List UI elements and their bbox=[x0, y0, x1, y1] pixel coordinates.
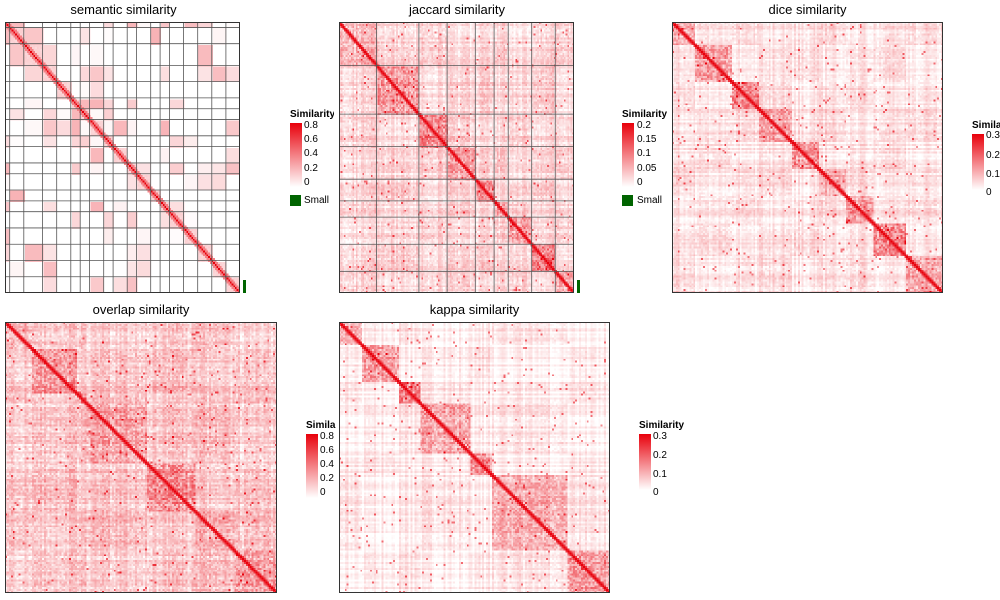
legend-tick: 0.4 bbox=[320, 459, 334, 470]
heatmap-overlap bbox=[5, 322, 277, 593]
legend-tick: 0.8 bbox=[320, 431, 334, 442]
legend-tick: 0.6 bbox=[320, 445, 334, 456]
legend-colorbar-kappa bbox=[639, 434, 651, 490]
cluster-separator-lines bbox=[5, 22, 240, 293]
heatmap-border bbox=[339, 22, 574, 293]
heatmap-border bbox=[672, 22, 943, 293]
heatmap-dice bbox=[672, 22, 943, 293]
legend-tick: 0.1 bbox=[653, 469, 667, 480]
small-term-annotation-bar bbox=[243, 280, 246, 293]
legend-tick: 0.1 bbox=[986, 169, 1000, 180]
legend-tick: 0 bbox=[637, 177, 643, 188]
panel-title-kappa: kappa similarity bbox=[429, 302, 520, 317]
legend-label-small: Small bbox=[637, 195, 663, 206]
heatmap-border bbox=[5, 22, 240, 293]
legend-title-semantic: Similarity bbox=[290, 109, 334, 120]
panel-title-jaccard: jaccard similarity bbox=[408, 2, 506, 17]
legend-label-small: Small bbox=[304, 195, 330, 206]
legend-tick: 0 bbox=[653, 487, 659, 498]
legend-tick: 0.2 bbox=[320, 473, 334, 484]
legend-colorbar-jaccard bbox=[622, 123, 634, 187]
legend-tick: 0.2 bbox=[304, 163, 318, 174]
legend-swatch-small bbox=[622, 195, 633, 206]
cluster-separator-lines bbox=[339, 22, 574, 293]
legend-tick: 0.3 bbox=[653, 431, 667, 442]
heatmap-cells bbox=[672, 22, 943, 293]
legend-tick: 0.6 bbox=[304, 134, 318, 145]
legend-title-dice: Similarity bbox=[972, 120, 1000, 131]
small-term-annotation-bar bbox=[577, 280, 580, 293]
panel-title-overlap: overlap similarity bbox=[92, 302, 190, 317]
legend-title-kappa: Similarity bbox=[639, 420, 685, 431]
legend-tick: 0 bbox=[986, 187, 992, 198]
heatmap-jaccard bbox=[339, 22, 580, 293]
legend-tick: 0.2 bbox=[986, 150, 1000, 161]
legend-colorbar-semantic bbox=[290, 123, 302, 187]
heatmap-cells bbox=[339, 22, 574, 293]
legend-colorbar-dice bbox=[972, 134, 984, 190]
heatmap-kappa bbox=[339, 322, 610, 593]
heatmap-border bbox=[339, 322, 610, 593]
legend-tick: 0.4 bbox=[304, 148, 318, 159]
panel-title-semantic: semantic similarity bbox=[70, 2, 177, 17]
heatmap-cells bbox=[5, 322, 277, 593]
legend-colorbar-overlap bbox=[306, 434, 318, 498]
legend-tick: 0.1 bbox=[637, 148, 651, 159]
legend-title-jaccard: Similarity bbox=[622, 109, 668, 120]
heatmap-border bbox=[5, 322, 277, 593]
legend-swatch-small bbox=[290, 195, 301, 206]
heatmap-cells bbox=[5, 22, 240, 293]
legend-tick: 0 bbox=[304, 177, 310, 188]
legend-tick: 0.15 bbox=[637, 134, 657, 145]
legend-tick: 0.05 bbox=[637, 163, 657, 174]
legend-tick: 0.2 bbox=[653, 450, 667, 461]
heatmap-cells bbox=[339, 322, 610, 593]
legend-tick: 0.8 bbox=[304, 120, 318, 131]
legend-tick: 0 bbox=[320, 487, 326, 498]
legend-title-overlap: Similarity bbox=[306, 420, 336, 431]
heatmap-semantic bbox=[5, 22, 246, 293]
legend-tick: 0.3 bbox=[986, 130, 1000, 141]
legend-tick: 0.2 bbox=[637, 120, 651, 131]
panel-title-dice: dice similarity bbox=[768, 2, 847, 17]
